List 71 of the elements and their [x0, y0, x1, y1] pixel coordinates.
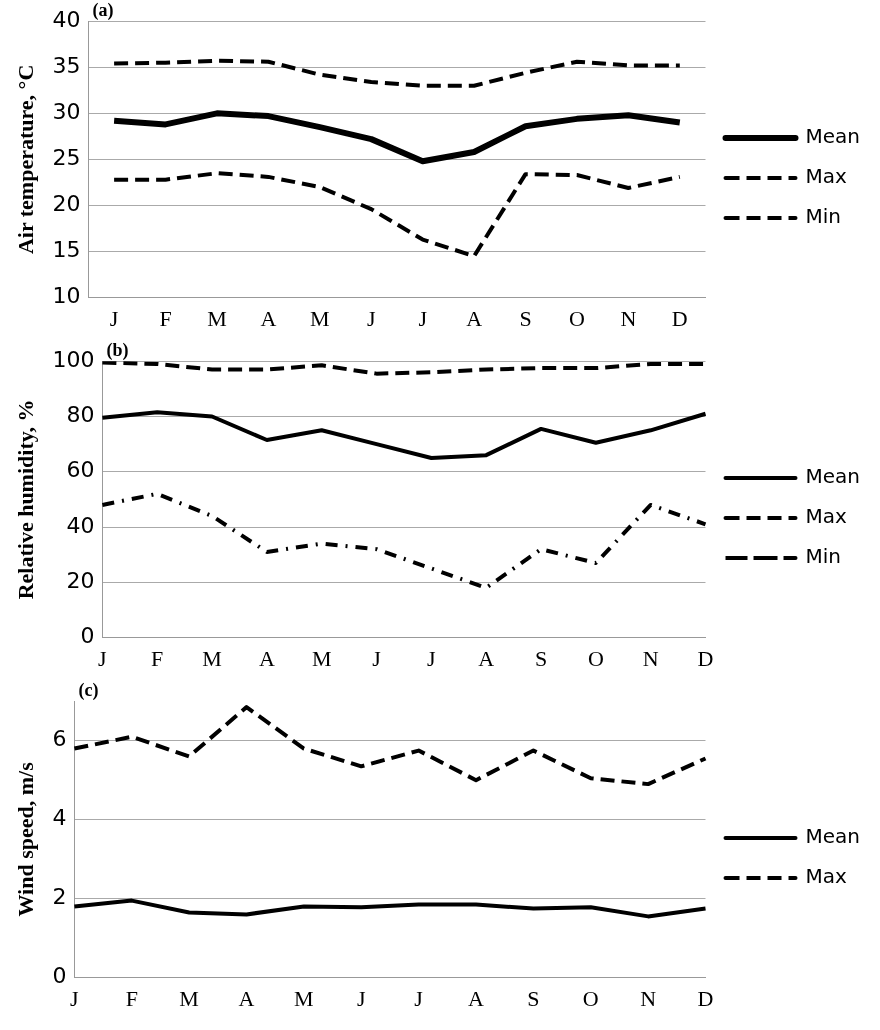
- x-tick-label: D: [697, 645, 714, 671]
- x-tick-label: M: [311, 645, 332, 671]
- y-axis-title: Relative humidity, %: [12, 399, 38, 600]
- x-tick-label: M: [179, 985, 199, 1011]
- y-tick-label: 25: [52, 145, 81, 171]
- line-series: [72, 705, 708, 787]
- text: (b): [106, 339, 129, 361]
- x-tick-label: A: [260, 305, 277, 331]
- y-tick-label: 0: [52, 963, 67, 989]
- x-tick-label: S: [534, 645, 548, 671]
- x-tick-label: J: [372, 645, 382, 671]
- y-tick-label: 60: [66, 457, 95, 483]
- legend-label: Min: [805, 544, 842, 569]
- x-tick-label: N: [620, 305, 637, 331]
- x-tick-label: M: [207, 305, 227, 331]
- y-tick-label: 40: [52, 6, 81, 32]
- x-tick-label: J: [418, 305, 428, 331]
- y-tick-label: 20: [66, 568, 95, 594]
- y-tick-label: 0: [80, 623, 95, 649]
- y-tick-label: 6: [52, 726, 67, 752]
- y-tick-label: 100: [52, 346, 95, 372]
- y-tick-label: 35: [52, 52, 81, 78]
- x-tick-label: F: [159, 305, 172, 331]
- x-tick-label: J: [366, 305, 376, 331]
- x-tick-label: A: [468, 985, 485, 1011]
- y-tick-label: 40: [66, 512, 95, 538]
- x-tick-label: J: [414, 985, 424, 1011]
- x-tick-label: J: [98, 645, 108, 671]
- x-tick-label: M: [202, 645, 222, 671]
- legend-label: Max: [805, 864, 848, 889]
- x-tick-label: J: [109, 305, 119, 331]
- y-tick-label: 2: [52, 884, 67, 910]
- x-tick-label: O: [569, 305, 585, 331]
- y-tick-label: 4: [52, 805, 67, 831]
- x-tick-label: F: [151, 645, 164, 671]
- line-series: [100, 491, 708, 590]
- y-axis-title: Air temperature, °C: [12, 64, 38, 255]
- x-tick-label: S: [519, 305, 532, 331]
- line-series: [112, 171, 682, 259]
- x-tick-label: J: [356, 985, 366, 1011]
- x-tick-label: O: [587, 645, 604, 671]
- legend-label: Mean: [805, 464, 861, 489]
- legend-label: Mean: [805, 824, 861, 849]
- x-tick-label: F: [125, 985, 138, 1011]
- y-axis-title: Wind speed, m/s: [12, 761, 38, 917]
- x-tick-label: M: [294, 985, 314, 1011]
- x-tick-label: A: [258, 645, 275, 671]
- legend-label: Max: [805, 504, 848, 529]
- x-tick-label: O: [582, 985, 599, 1011]
- x-tick-label: J: [427, 645, 437, 671]
- line-series: [112, 58, 682, 88]
- legend-label: Min: [805, 204, 842, 229]
- x-tick-label: A: [466, 305, 483, 331]
- y-tick-label: 15: [52, 237, 81, 263]
- x-tick-label: A: [238, 985, 255, 1011]
- x-tick-label: D: [671, 305, 688, 331]
- y-tick-label: 20: [52, 191, 81, 217]
- text: (c): [78, 679, 99, 701]
- x-tick-label: N: [640, 985, 657, 1011]
- x-tick-label: A: [478, 645, 495, 671]
- text: (a): [92, 0, 114, 21]
- legend-label: Max: [805, 164, 848, 189]
- y-tick-label: 30: [52, 99, 81, 125]
- y-tick-label: 80: [66, 402, 95, 428]
- legend-label: Mean: [805, 124, 861, 149]
- x-tick-label: N: [642, 645, 659, 671]
- y-tick-label: 10: [52, 283, 81, 309]
- x-tick-label: D: [697, 985, 714, 1011]
- x-tick-label: J: [70, 985, 80, 1011]
- x-tick-label: S: [527, 985, 540, 1011]
- x-tick-label: M: [310, 305, 330, 331]
